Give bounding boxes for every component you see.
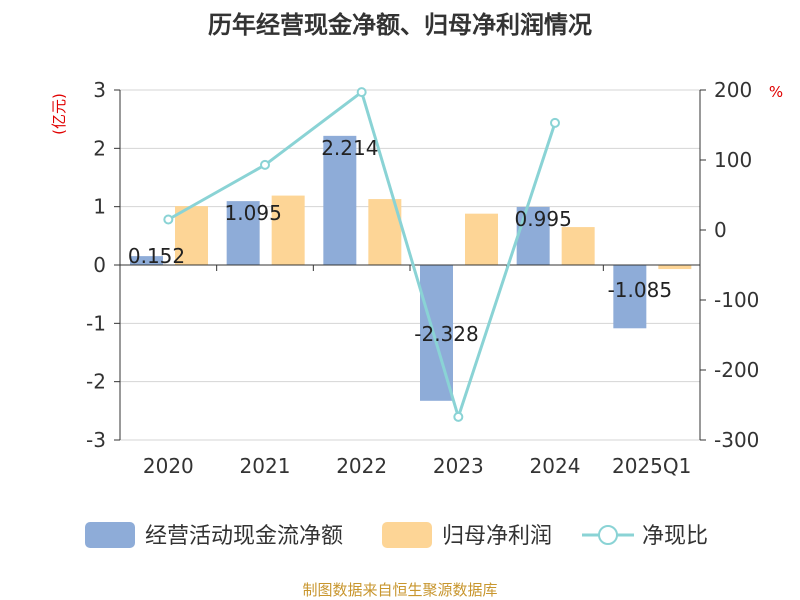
legend-swatch-net-profit xyxy=(382,522,432,548)
line-series xyxy=(163,87,560,422)
net-profit-bar xyxy=(561,227,595,265)
axes xyxy=(114,89,706,441)
right-tick-label: -100 xyxy=(714,288,759,312)
data-label: 0.995 xyxy=(515,207,572,231)
left-tick-label: -1 xyxy=(86,311,106,335)
cash-ratio-point xyxy=(260,159,270,170)
legend-label-cash-ratio: 净现比 xyxy=(642,524,708,549)
bar-marks xyxy=(130,135,692,401)
left-tick-label: 2 xyxy=(93,136,106,160)
net-profit-bar xyxy=(465,213,498,265)
source-note: 制图数据来自恒生聚源数据库 xyxy=(302,581,497,599)
net-profit-bar xyxy=(658,265,692,270)
net-profit-bar xyxy=(175,206,208,265)
data-label: 2.214 xyxy=(321,136,378,160)
data-label: 1.095 xyxy=(225,201,282,225)
legend-label-cashflow: 经营活动现金流净额 xyxy=(145,524,343,549)
cashflow-bar xyxy=(323,135,357,265)
left-tick-label: 0 xyxy=(93,253,106,277)
right-axis-unit: % xyxy=(769,83,783,101)
right-tick-label: 0 xyxy=(714,218,727,242)
left-axis-unit: (亿元) xyxy=(50,93,68,135)
cashflow-bar xyxy=(226,201,260,265)
cash-ratio-point xyxy=(356,87,367,98)
legend-swatch-cashflow xyxy=(85,522,135,548)
category-label: 2021 xyxy=(240,454,291,478)
data-labels: 0.152 1.095 2.214 -2.328 0.995 -1.085 xyxy=(128,136,672,346)
cashflow-bar xyxy=(613,265,647,329)
left-tick-label: -2 xyxy=(86,370,106,394)
right-tick-label: 200 xyxy=(714,78,752,102)
right-tick-label: 100 xyxy=(714,148,752,172)
category-label: 2025Q1 xyxy=(612,454,691,478)
cashflow-bar xyxy=(516,206,550,265)
category-label: 2022 xyxy=(336,454,387,478)
cash-ratio-point xyxy=(453,411,464,422)
data-label: -1.085 xyxy=(608,278,672,302)
net-profit-bar xyxy=(271,195,305,265)
left-tick-label: 3 xyxy=(93,78,106,102)
cash-ratio-point xyxy=(163,214,174,225)
cash-ratio-point xyxy=(550,117,560,128)
data-label: 0.152 xyxy=(128,244,185,268)
right-tick-label: -200 xyxy=(714,358,759,382)
legend-label-net-profit: 归母净利润 xyxy=(442,524,552,549)
tick-labels: 3 2 1 0 -1 -2 -3 200 100 0 -100 -200 -300 2020 2021 202… xyxy=(86,78,759,478)
legend: 经营活动现金流净额 归母净利润 净现比 xyxy=(85,522,708,549)
category-label: 2020 xyxy=(143,454,194,478)
cashflow-bar xyxy=(130,256,163,265)
left-tick-label: -3 xyxy=(86,428,106,452)
category-label: 2023 xyxy=(433,454,484,478)
chart-title: 历年经营现金净额、归母净利润情况 xyxy=(208,11,592,39)
category-label: 2024 xyxy=(530,454,581,478)
legend-marker-cash-ratio xyxy=(598,525,618,545)
right-tick-label: -300 xyxy=(714,428,759,452)
left-tick-label: 1 xyxy=(93,195,106,219)
gridlines xyxy=(120,89,700,441)
data-label: -2.328 xyxy=(414,322,478,346)
